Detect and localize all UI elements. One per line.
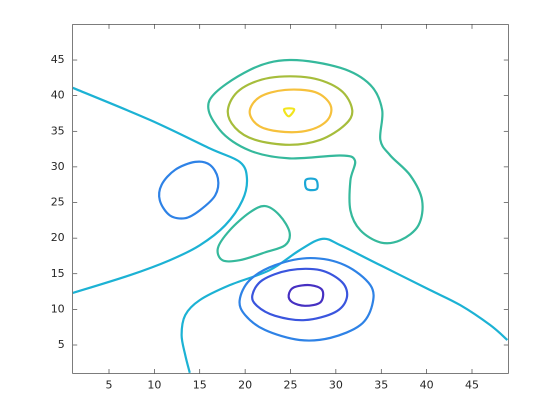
contour-line [207, 58, 424, 245]
x-tick-label: 5 [106, 379, 113, 392]
x-tick-label: 15 [193, 379, 207, 392]
y-tick-label: 5 [58, 338, 65, 351]
y-tick-label: 35 [51, 124, 65, 137]
y-tick-label: 15 [51, 267, 65, 280]
x-tick-label: 30 [329, 379, 343, 392]
y-tick-label: 45 [51, 53, 65, 66]
contour-line [251, 267, 349, 322]
contour-line [180, 237, 509, 374]
x-tick-label: 25 [284, 379, 298, 392]
contour-line [282, 107, 296, 118]
axes-box [72, 24, 509, 374]
contour-line [158, 160, 220, 220]
x-tick-label: 45 [465, 379, 479, 392]
contour-line [303, 177, 319, 192]
x-tick-label: 35 [374, 379, 388, 392]
y-tick-label: 30 [51, 160, 65, 173]
contour-line [226, 75, 354, 146]
x-tick-label: 10 [147, 379, 161, 392]
x-tick-label: 20 [238, 379, 252, 392]
x-tick-label: 40 [420, 379, 434, 392]
contour-line [287, 283, 325, 307]
contour-line [248, 88, 333, 134]
y-tick-label: 25 [51, 196, 65, 209]
y-tick-label: 20 [51, 231, 65, 244]
contour-line [216, 204, 291, 263]
y-tick-label: 40 [51, 89, 65, 102]
contour-line [72, 86, 249, 295]
y-tick-label: 10 [51, 302, 65, 315]
contour-line [238, 256, 375, 342]
